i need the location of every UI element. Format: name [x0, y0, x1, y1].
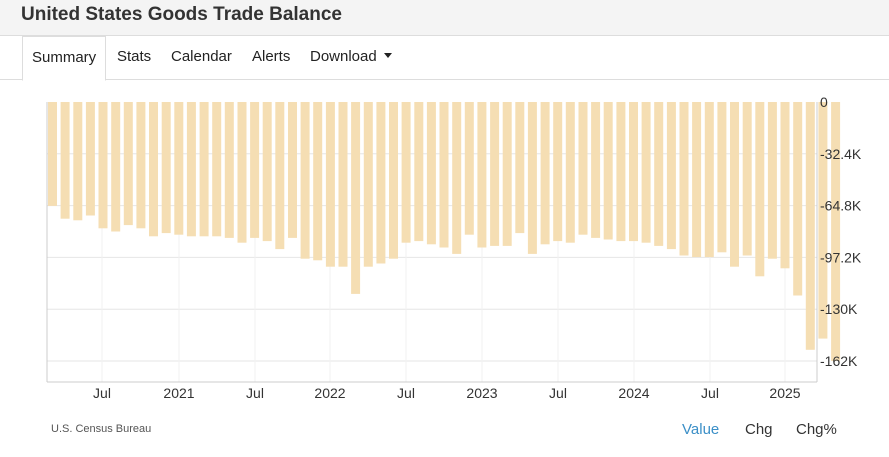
- bar: [439, 102, 449, 248]
- tab-download[interactable]: Download: [310, 36, 392, 80]
- toggle-value[interactable]: Value: [682, 421, 720, 438]
- bar: [717, 102, 727, 253]
- bar: [641, 102, 651, 243]
- bar: [780, 102, 790, 269]
- y-tick-label: -64.8K: [820, 198, 862, 214]
- bar: [48, 102, 57, 206]
- bar: [591, 102, 601, 238]
- x-tick-label: Jul: [93, 385, 111, 401]
- bar: [793, 102, 803, 296]
- x-tick-label: 2021: [163, 385, 194, 401]
- bar: [363, 102, 373, 267]
- tab-download-label: Download: [310, 48, 377, 65]
- bar: [401, 102, 411, 243]
- bar: [565, 102, 575, 243]
- bar: [288, 102, 297, 238]
- bar: [73, 102, 83, 221]
- bar: [313, 102, 323, 261]
- bar: [831, 102, 841, 361]
- tab-alerts[interactable]: Alerts: [252, 48, 291, 65]
- y-tick-label: -97.2K: [820, 249, 862, 265]
- page-title: United States Goods Trade Balance: [21, 4, 342, 25]
- x-tick-label: Jul: [549, 385, 567, 401]
- toggle-chg-pct[interactable]: Chg%: [796, 421, 837, 438]
- x-tick-label: Jul: [246, 385, 264, 401]
- bar: [477, 102, 487, 248]
- x-tick-labels: Jul 2021 Jul 2022 Jul 2023 Jul 2024 Jul 2025: [93, 385, 801, 401]
- bar: [452, 102, 462, 254]
- bar: [818, 102, 828, 339]
- bar: [464, 102, 474, 235]
- bar: [616, 102, 626, 242]
- bar: [730, 102, 739, 267]
- bar: [300, 102, 310, 259]
- y-tick-label: 0: [820, 94, 828, 110]
- bar: [174, 102, 184, 235]
- bar: [376, 102, 386, 264]
- bar: [275, 102, 285, 250]
- bar: [767, 102, 777, 259]
- x-tick-label: Jul: [397, 385, 415, 401]
- bar: [149, 102, 158, 237]
- bar: [490, 102, 500, 246]
- bar: [60, 102, 70, 219]
- chart-bars: [48, 102, 841, 361]
- source-label: U.S. Census Bureau: [51, 423, 152, 435]
- x-tick-label: 2024: [618, 385, 649, 401]
- bar: [426, 102, 436, 245]
- bar: [325, 102, 335, 267]
- bar: [237, 102, 247, 243]
- bar: [666, 102, 676, 250]
- bar: [654, 102, 664, 246]
- tab-calendar[interactable]: Calendar: [171, 48, 232, 65]
- tab-bar: Summary Stats Calendar Alerts Download: [0, 36, 889, 81]
- x-tick-label: 2023: [466, 385, 497, 401]
- bar: [502, 102, 512, 246]
- bar: [199, 102, 209, 237]
- bar: [704, 102, 714, 258]
- bar: [161, 102, 171, 234]
- y-tick-label: -130K: [820, 301, 858, 317]
- bar: [136, 102, 146, 229]
- bar: [414, 102, 424, 242]
- bar: [629, 102, 638, 242]
- trade-balance-chart: Jul 2021 Jul 2022 Jul 2023 Jul 2024 Jul 2025 0 -32…: [46, 94, 862, 401]
- bar: [805, 102, 815, 350]
- bar: [527, 102, 537, 254]
- bar: [553, 102, 563, 242]
- bar: [224, 102, 234, 238]
- x-tick-label: 2025: [769, 385, 800, 401]
- bar: [186, 102, 196, 237]
- bar: [692, 102, 702, 258]
- bar: [262, 102, 272, 242]
- x-tick-label: 2022: [314, 385, 345, 401]
- y-tick-label: -32.4K: [820, 146, 862, 162]
- y-tick-label: -162K: [820, 353, 858, 369]
- bar: [540, 102, 550, 245]
- bar: [603, 102, 613, 240]
- bar: [111, 102, 121, 232]
- bar: [578, 102, 588, 235]
- bar: [123, 102, 133, 226]
- bar: [212, 102, 222, 237]
- bar: [755, 102, 765, 277]
- bar: [85, 102, 95, 216]
- tab-stats[interactable]: Stats: [117, 48, 152, 65]
- tab-summary[interactable]: Summary: [22, 36, 107, 81]
- bar: [742, 102, 752, 256]
- x-tick-label: Jul: [701, 385, 719, 401]
- bar: [351, 102, 361, 294]
- bar: [679, 102, 689, 256]
- bar: [98, 102, 108, 229]
- bar: [389, 102, 398, 259]
- toggle-chg[interactable]: Chg: [745, 421, 773, 438]
- bar: [250, 102, 260, 238]
- title-bar: United States Goods Trade Balance: [0, 0, 889, 36]
- caret-down-icon: [383, 52, 392, 58]
- bar: [338, 102, 348, 267]
- y-tick-labels: 0 -32.4K -64.8K -97.2K -130K -162K: [820, 94, 862, 369]
- bar: [515, 102, 525, 234]
